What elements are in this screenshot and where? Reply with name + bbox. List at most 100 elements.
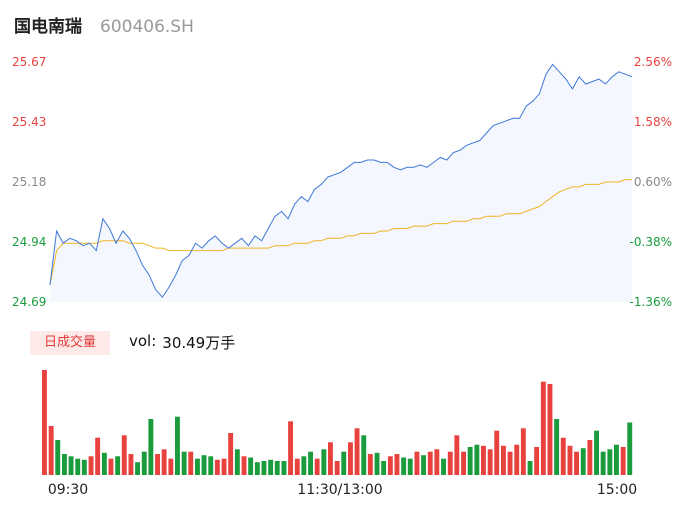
volume-bar — [148, 419, 154, 475]
volume-bar — [261, 461, 267, 475]
volume-bar — [607, 449, 613, 475]
volume-bar — [254, 462, 260, 475]
price-tick-label: 25.67 — [12, 55, 46, 69]
volume-bar — [481, 445, 486, 475]
volume-bar — [367, 454, 373, 475]
volume-bar — [467, 447, 473, 475]
volume-bar — [268, 459, 274, 475]
time-tick-label: 11:30/13:00 — [297, 482, 382, 498]
pct-tick-label: -1.36% — [630, 295, 672, 309]
volume-bar — [461, 451, 466, 475]
volume-bar — [62, 454, 67, 475]
volume-bar — [534, 447, 540, 475]
time-tick-label: 15:00 — [597, 482, 637, 498]
volume-bar — [195, 458, 200, 475]
volume-bar — [361, 435, 367, 475]
volume-bar — [135, 462, 140, 475]
volume-bar — [115, 456, 121, 475]
volume-bar — [208, 456, 214, 475]
volume-bar — [354, 428, 360, 475]
pct-tick-label: 0.60% — [634, 175, 672, 189]
volume-bar — [520, 428, 526, 475]
volume-bar — [434, 449, 440, 475]
volume-bar — [454, 435, 460, 475]
volume-prefix: vol: — [129, 332, 157, 350]
volume-bar — [580, 448, 586, 475]
volume-bar — [188, 451, 194, 475]
volume-bar — [540, 381, 546, 475]
volume-bar — [81, 459, 87, 475]
volume-bar — [234, 449, 240, 475]
volume-bar — [394, 454, 400, 475]
pct-tick-label: 2.56% — [634, 55, 672, 69]
volume-bar — [554, 419, 560, 475]
volume-bar — [501, 445, 506, 475]
volume-bar — [427, 451, 433, 475]
pct-tick-label: 1.58% — [634, 115, 672, 129]
volume-bar — [514, 444, 520, 475]
price-tick-label: 24.94 — [12, 235, 46, 249]
volume-bar — [328, 442, 333, 475]
volume-bar — [248, 457, 254, 475]
volume-bar — [308, 451, 313, 475]
volume-bar — [314, 458, 320, 475]
volume-bar — [121, 435, 127, 475]
volume-bar — [301, 456, 307, 475]
volume-bar — [348, 442, 353, 475]
price-tick-label: 25.18 — [12, 175, 46, 189]
volume-bar — [620, 447, 626, 475]
volume-bar — [414, 451, 420, 475]
volume-bar — [181, 451, 187, 475]
volume-bar — [474, 444, 480, 475]
volume-bar — [487, 449, 493, 475]
volume-bar — [168, 458, 174, 475]
price-line — [49, 63, 633, 298]
volume-bar — [421, 455, 426, 475]
volume-bar — [401, 457, 407, 475]
volume-bar — [567, 445, 573, 475]
stock-title: 国电南瑞 600406.SH — [14, 12, 194, 38]
volume-bar — [68, 456, 74, 475]
volume-bar — [574, 451, 579, 475]
volume-bar — [281, 461, 287, 475]
price-tick-label: 25.43 — [12, 115, 46, 129]
volume-bar — [75, 458, 81, 475]
volume-bar — [547, 384, 553, 475]
volume-bar — [175, 416, 180, 475]
volume-bar — [155, 454, 160, 475]
volume-bar — [288, 421, 293, 475]
price-tick-label: 24.69 — [12, 295, 46, 309]
volume-bar — [294, 458, 300, 475]
volume-bar — [201, 455, 207, 475]
volume-bar — [594, 430, 599, 475]
volume-bar — [387, 456, 393, 475]
volume-bar — [494, 430, 500, 475]
volume-readout: vol: 30.49万手 — [129, 332, 235, 353]
volume-bar — [42, 370, 47, 475]
volume-bar — [101, 452, 107, 475]
volume-bar — [221, 458, 227, 475]
volume-bar — [228, 433, 234, 475]
volume-bar — [447, 451, 453, 475]
volume-bar — [321, 449, 327, 475]
volume-bar — [274, 461, 280, 475]
volume-tab[interactable]: 日成交量 — [30, 331, 110, 355]
volume-bar — [374, 452, 380, 475]
volume-bar — [587, 440, 593, 475]
volume-bar — [241, 456, 247, 475]
volume-bar — [614, 444, 619, 475]
volume-bar — [334, 461, 340, 475]
volume-bar — [560, 437, 566, 475]
volume-bar — [407, 458, 413, 475]
price-area — [50, 64, 632, 303]
volume-bar — [381, 461, 387, 475]
volume-bar — [88, 456, 94, 475]
time-tick-label: 09:30 — [48, 482, 88, 498]
pct-tick-label: -0.38% — [630, 235, 672, 249]
avg-price-line — [49, 179, 632, 285]
volume-bar — [128, 454, 134, 475]
volume-bar — [341, 451, 347, 475]
volume-bar — [600, 451, 606, 475]
volume-bar — [141, 451, 147, 475]
volume-bar — [627, 422, 633, 475]
